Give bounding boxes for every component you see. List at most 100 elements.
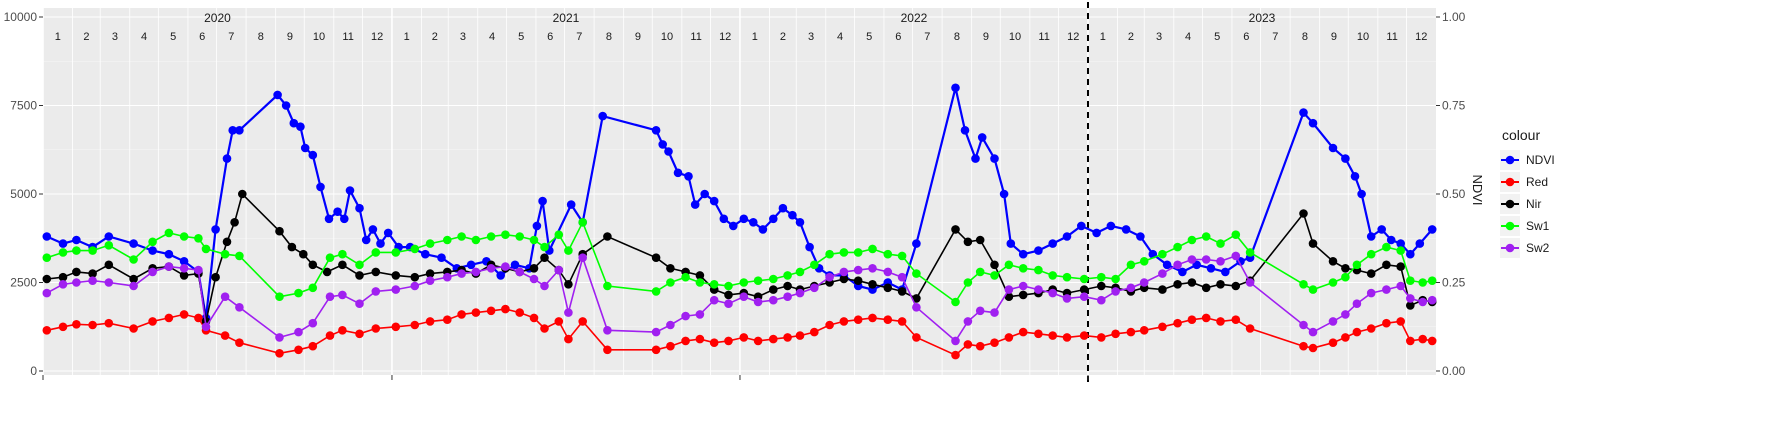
data-point — [540, 242, 549, 252]
data-point — [603, 326, 612, 335]
month-label: 12 — [719, 31, 731, 43]
axes: 0 2500 5000 7500 10000 0.00 0.25 0.50 0.75 1.00 — [4, 10, 1466, 380]
data-point — [325, 292, 335, 302]
month-label: 8 — [1302, 31, 1308, 43]
data-point — [1377, 225, 1386, 234]
data-point — [897, 287, 907, 296]
data-point — [729, 221, 738, 231]
data-point — [1418, 278, 1427, 287]
data-point — [194, 265, 203, 275]
data-point — [673, 168, 683, 178]
data-point — [220, 331, 230, 340]
data-point — [769, 285, 778, 294]
data-point — [1034, 329, 1043, 339]
month-label: 1 — [752, 31, 758, 43]
y2-tick-label: 0.50 — [1442, 187, 1466, 201]
data-point — [769, 334, 778, 344]
month-label: 7 — [924, 31, 930, 43]
month-labels: 1 2 3 4 5 6 7 8 9 10 11 12 1 2 3 4 5 6 7 8 9 10 11 12 1 2 3 4 5 6 7 8 9 1… — [55, 31, 1428, 43]
data-point — [529, 264, 539, 273]
data-point — [281, 101, 291, 110]
data-point — [515, 267, 524, 277]
data-point — [338, 326, 347, 335]
data-point — [598, 111, 607, 121]
data-point — [275, 349, 284, 358]
data-point — [391, 248, 401, 257]
data-point — [1121, 225, 1131, 234]
data-point — [338, 260, 347, 270]
data-point — [825, 249, 834, 259]
year-label: 2022 — [901, 11, 928, 25]
data-point — [810, 327, 819, 337]
data-point — [486, 306, 496, 316]
data-point — [971, 154, 980, 163]
data-point — [724, 299, 733, 309]
data-point — [868, 244, 877, 254]
data-point — [1006, 239, 1016, 248]
data-point — [1048, 271, 1057, 280]
month-label: 2 — [432, 31, 438, 43]
data-point — [990, 154, 999, 163]
data-point — [410, 281, 420, 291]
data-point — [501, 230, 510, 239]
data-point — [1004, 333, 1014, 342]
data-point — [164, 228, 174, 238]
month-label: 12 — [1067, 31, 1079, 43]
data-point — [104, 278, 114, 287]
month-label: 3 — [112, 31, 118, 43]
month-label: 11 — [1038, 31, 1049, 43]
data-point — [129, 281, 138, 291]
y2-tick-label: 0.25 — [1442, 276, 1466, 290]
data-point — [1004, 292, 1014, 302]
data-point — [753, 276, 763, 286]
legend-item-red: Red — [1500, 172, 1548, 192]
data-point — [222, 154, 232, 163]
data-point — [724, 336, 733, 346]
y2-tick-label: 0.75 — [1442, 99, 1466, 113]
month-label: 5 — [170, 31, 176, 43]
legend-title: colour — [1502, 127, 1540, 143]
data-point — [912, 239, 921, 248]
data-point — [235, 303, 244, 312]
data-point — [1187, 315, 1197, 325]
data-point — [457, 310, 466, 319]
data-point — [58, 239, 68, 248]
data-point — [603, 281, 612, 291]
data-point — [1018, 281, 1028, 291]
data-point — [1299, 320, 1308, 330]
data-point — [868, 280, 877, 289]
month-label: 12 — [1415, 31, 1427, 43]
data-point — [963, 278, 973, 287]
data-point — [1111, 287, 1120, 296]
month-label: 3 — [460, 31, 466, 43]
data-point — [1231, 315, 1241, 325]
month-label: 4 — [1185, 31, 1191, 43]
data-point — [825, 320, 834, 330]
data-point — [749, 218, 758, 227]
data-point — [88, 246, 97, 255]
data-point — [1111, 329, 1120, 339]
data-point — [1079, 274, 1089, 284]
data-point — [1062, 272, 1072, 282]
data-point — [1158, 249, 1167, 259]
data-point — [104, 318, 114, 328]
data-point — [308, 150, 318, 160]
data-point — [1126, 283, 1136, 293]
data-point — [783, 271, 792, 280]
data-point — [1415, 239, 1425, 248]
month-label: 11 — [690, 31, 701, 43]
data-point — [603, 232, 612, 241]
data-point — [355, 271, 364, 280]
legend-label: Sw2 — [1526, 241, 1550, 255]
month-label: 7 — [228, 31, 234, 43]
data-point — [1034, 246, 1043, 255]
data-point — [1308, 285, 1318, 294]
data-point — [709, 295, 719, 305]
data-point — [1216, 239, 1225, 248]
month-label: 2 — [83, 31, 89, 43]
legend-key-point — [1505, 177, 1515, 187]
data-point — [999, 189, 1009, 199]
data-point — [201, 322, 211, 332]
data-point — [72, 267, 81, 277]
